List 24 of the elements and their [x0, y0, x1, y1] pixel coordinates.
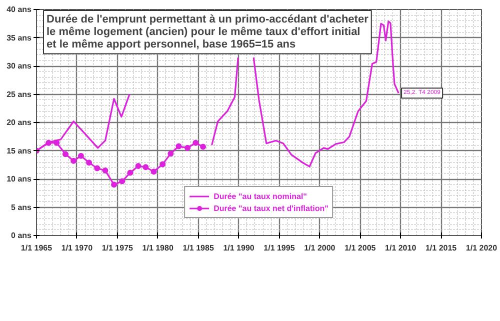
x-tick-label: 1/1 1975: [102, 244, 134, 252]
legend-label: Durée "au taux net d'inflation": [214, 203, 328, 213]
y-tick-label: 40 ans: [6, 5, 32, 14]
x-tick-label: 1/1 2000: [304, 244, 336, 252]
x-tick-label: 1/1 1965: [20, 244, 53, 252]
x-tick-label: 1/1 1970: [61, 244, 94, 252]
y-tick-label: 30 ans: [6, 62, 32, 70]
y-tick-label: 0 ans: [11, 231, 32, 240]
x-tick-label: 1/1 1980: [142, 244, 174, 252]
y-tick-label: 35 ans: [6, 33, 32, 42]
text: Durée de l'emprunt permettant à un primo-accédant d'acheter le même logement (ancien) pour le même taux d'effort initial et le même apport personnel, base 1965=15 ans: [46, 14, 370, 51]
x-tick-label: 1/1 1985: [182, 244, 214, 252]
legend-label: Durée "au taux nominal": [214, 191, 307, 201]
y-tick-label: 15 ans: [6, 146, 32, 156]
x-tick-label: 1/1 2020: [466, 244, 498, 252]
y-tick-label: 20 ans: [6, 118, 32, 127]
x-tick-label: 1/1 1995: [264, 244, 296, 252]
x-tick-label: 1/1 2005: [344, 244, 376, 252]
y-tick-label: 5 ans: [11, 202, 32, 212]
x-tick-label: 1/1 1990: [223, 244, 255, 252]
x-tick-label: 1/1 2010: [385, 244, 417, 252]
y-tick-label: 10 ans: [6, 174, 32, 184]
x-tick-label: 1/1 2015: [425, 244, 458, 252]
y-tick-label: 25 ans: [6, 90, 32, 99]
